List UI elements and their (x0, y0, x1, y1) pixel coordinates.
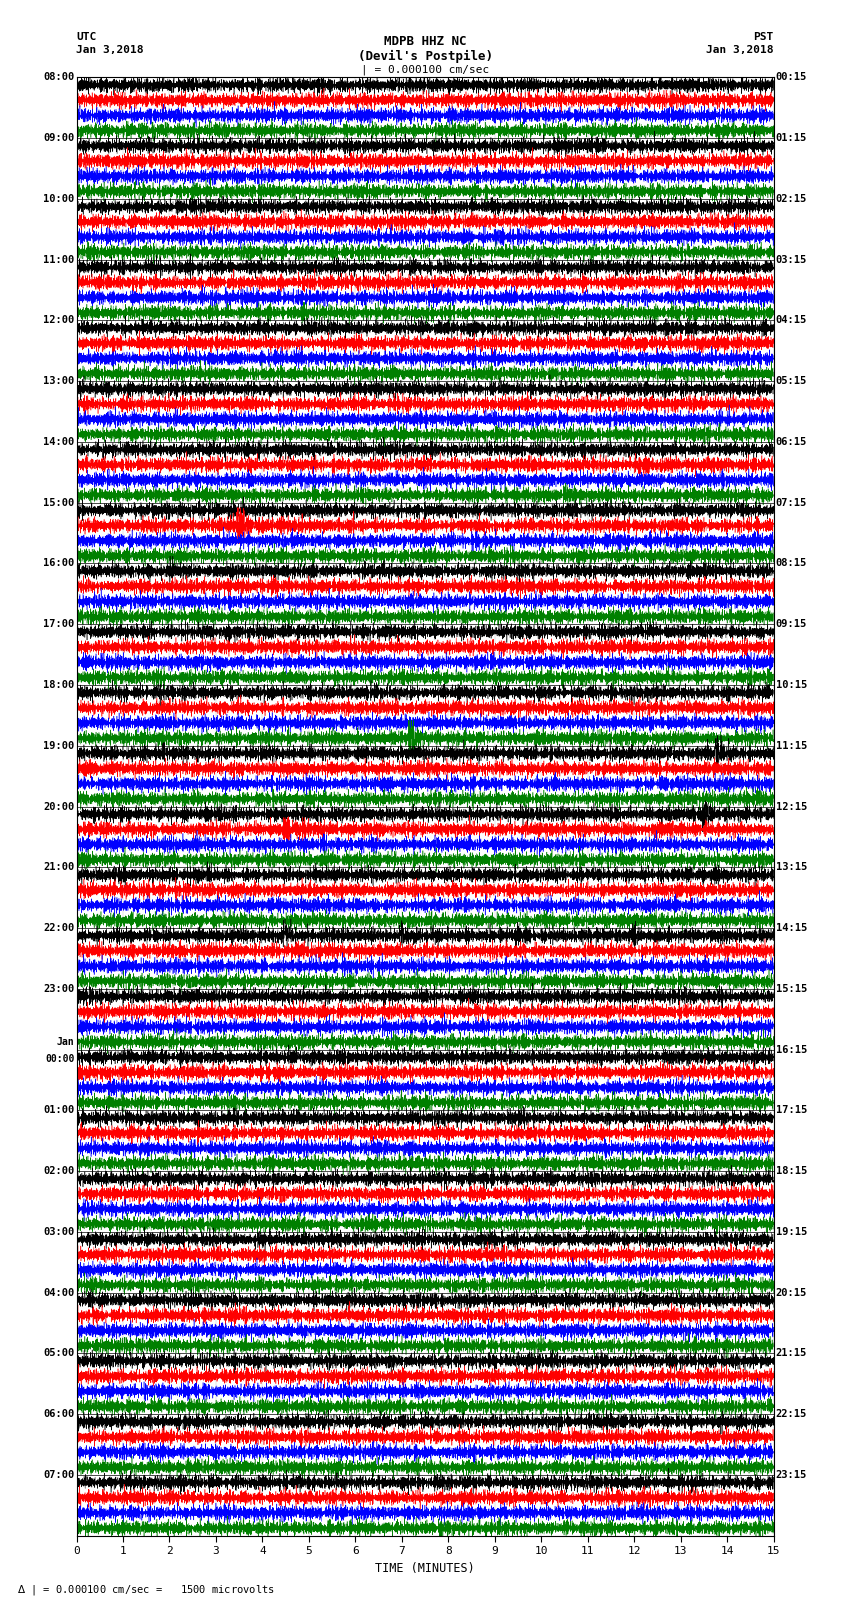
Text: MDPB HHZ NC: MDPB HHZ NC (383, 35, 467, 48)
Text: 02:15: 02:15 (775, 194, 807, 203)
Text: 16:15: 16:15 (775, 1045, 807, 1055)
Text: 16:00: 16:00 (43, 558, 75, 568)
Text: 13:15: 13:15 (775, 863, 807, 873)
Text: 00:00: 00:00 (45, 1055, 75, 1065)
Text: 04:15: 04:15 (775, 316, 807, 326)
Text: 09:15: 09:15 (775, 619, 807, 629)
Text: PST: PST (753, 32, 774, 42)
Text: 11:00: 11:00 (43, 255, 75, 265)
Text: 01:15: 01:15 (775, 134, 807, 144)
Text: 23:00: 23:00 (43, 984, 75, 994)
Text: 08:15: 08:15 (775, 558, 807, 568)
Text: (Devil's Postpile): (Devil's Postpile) (358, 50, 492, 63)
Text: Jan 3,2018: Jan 3,2018 (76, 45, 144, 55)
Text: 03:15: 03:15 (775, 255, 807, 265)
Text: 18:00: 18:00 (43, 681, 75, 690)
Text: Jan 3,2018: Jan 3,2018 (706, 45, 774, 55)
Text: 19:15: 19:15 (775, 1227, 807, 1237)
Text: | = 0.000100 cm/sec: | = 0.000100 cm/sec (361, 65, 489, 76)
Text: 19:00: 19:00 (43, 740, 75, 750)
Text: $\Delta$ | = 0.000100 cm/sec =   1500 microvolts: $\Delta$ | = 0.000100 cm/sec = 1500 micr… (17, 1582, 275, 1597)
Text: 10:15: 10:15 (775, 681, 807, 690)
Text: 17:00: 17:00 (43, 619, 75, 629)
Text: 00:15: 00:15 (775, 73, 807, 82)
Text: 21:00: 21:00 (43, 863, 75, 873)
Text: 22:15: 22:15 (775, 1410, 807, 1419)
Text: 14:00: 14:00 (43, 437, 75, 447)
Text: 04:00: 04:00 (43, 1287, 75, 1297)
Text: 13:00: 13:00 (43, 376, 75, 386)
Text: 06:00: 06:00 (43, 1410, 75, 1419)
Text: 20:00: 20:00 (43, 802, 75, 811)
Text: 02:00: 02:00 (43, 1166, 75, 1176)
Text: 22:00: 22:00 (43, 923, 75, 932)
Text: 06:15: 06:15 (775, 437, 807, 447)
Text: 03:00: 03:00 (43, 1227, 75, 1237)
Text: 07:15: 07:15 (775, 498, 807, 508)
Text: 14:15: 14:15 (775, 923, 807, 932)
X-axis label: TIME (MINUTES): TIME (MINUTES) (375, 1561, 475, 1574)
Text: 12:00: 12:00 (43, 316, 75, 326)
Text: 09:00: 09:00 (43, 134, 75, 144)
Text: 07:00: 07:00 (43, 1469, 75, 1479)
Text: 11:15: 11:15 (775, 740, 807, 750)
Text: 15:00: 15:00 (43, 498, 75, 508)
Text: Jan: Jan (57, 1037, 75, 1047)
Text: 01:00: 01:00 (43, 1105, 75, 1115)
Text: 21:15: 21:15 (775, 1348, 807, 1358)
Text: 05:00: 05:00 (43, 1348, 75, 1358)
Text: 23:15: 23:15 (775, 1469, 807, 1479)
Text: 12:15: 12:15 (775, 802, 807, 811)
Text: 18:15: 18:15 (775, 1166, 807, 1176)
Text: 17:15: 17:15 (775, 1105, 807, 1115)
Text: 15:15: 15:15 (775, 984, 807, 994)
Text: 08:00: 08:00 (43, 73, 75, 82)
Text: 05:15: 05:15 (775, 376, 807, 386)
Text: 20:15: 20:15 (775, 1287, 807, 1297)
Text: UTC: UTC (76, 32, 97, 42)
Text: 10:00: 10:00 (43, 194, 75, 203)
